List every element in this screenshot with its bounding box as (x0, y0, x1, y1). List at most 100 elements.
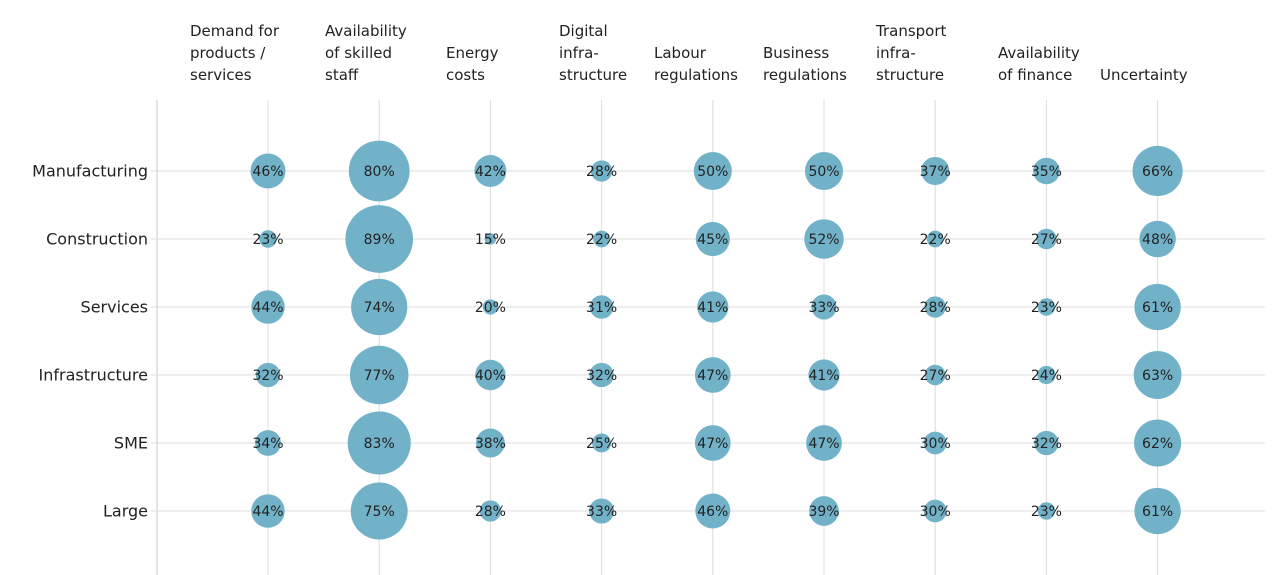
row-label: SME (113, 433, 148, 453)
data-label: 23% (1031, 504, 1062, 520)
data-label: 74% (364, 300, 395, 316)
row-label: Infrastructure (38, 365, 148, 385)
column-label: Availability of skilled staff (325, 22, 407, 84)
bubble (350, 482, 408, 540)
data-label: 20% (475, 300, 506, 316)
row-label: Manufacturing (32, 161, 148, 181)
data-label: 34% (252, 436, 283, 452)
data-label: 33% (808, 300, 839, 316)
bubble (345, 205, 414, 273)
column-label: Digital infra- structure (559, 22, 628, 84)
data-label: 47% (808, 436, 839, 452)
row-label: Construction (46, 229, 148, 249)
bubble (259, 230, 277, 248)
bubble (808, 359, 840, 391)
data-label: 63% (1142, 368, 1173, 384)
data-label: 42% (475, 164, 506, 180)
bubble (349, 345, 409, 405)
data-label: 23% (252, 232, 283, 248)
data-label: 80% (364, 164, 395, 180)
bubble (1037, 502, 1056, 520)
bubble (921, 156, 950, 186)
column-label: Labour regulations (654, 44, 739, 84)
bubble (1134, 283, 1181, 331)
data-label: 22% (920, 232, 951, 248)
bubble (348, 140, 410, 202)
bubble (1139, 220, 1176, 258)
bubble (809, 496, 839, 526)
data-label: 28% (586, 164, 617, 180)
data-label: 45% (697, 232, 728, 248)
data-label: 28% (475, 504, 506, 520)
bubble (924, 296, 946, 318)
bubble (250, 153, 286, 189)
bubble (804, 219, 844, 259)
data-label: 48% (1142, 232, 1173, 248)
data-label: 23% (1031, 300, 1062, 316)
bubble (1034, 430, 1059, 456)
bubble (924, 364, 946, 386)
row-label: Services (80, 297, 148, 317)
data-label: 44% (252, 300, 283, 316)
data-label: 47% (697, 368, 728, 384)
data-label: 15% (475, 232, 506, 248)
bubble (589, 498, 615, 524)
data-label: 61% (1142, 504, 1173, 520)
bubble (351, 278, 408, 336)
data-label: 33% (586, 504, 617, 520)
data-label: 25% (586, 436, 617, 452)
column-label: Uncertainty (1100, 66, 1188, 84)
data-label: 27% (920, 368, 951, 384)
data-label: 52% (808, 232, 839, 248)
column-label: Availability of finance (998, 44, 1080, 84)
bubble (475, 428, 505, 458)
data-label: 46% (252, 164, 283, 180)
bubble (593, 230, 610, 248)
row-label: Large (102, 501, 148, 521)
data-label: 32% (586, 368, 617, 384)
data-label: 89% (364, 232, 395, 248)
bubble (923, 499, 947, 523)
bubble (482, 299, 498, 315)
data-label: 77% (364, 368, 395, 384)
column-label: Demand for products / services (190, 22, 280, 84)
data-label: 83% (364, 436, 395, 452)
data-label: 66% (1142, 164, 1173, 180)
data-label: 22% (586, 232, 617, 248)
bubble (1134, 487, 1181, 535)
bubble (475, 359, 506, 391)
data-label: 27% (1031, 232, 1062, 248)
data-label: 50% (697, 164, 728, 180)
column-label: Business regulations (763, 44, 848, 84)
bubble (695, 221, 730, 257)
data-label: 50% (808, 164, 839, 180)
data-label: 41% (697, 300, 728, 316)
column-label: Energy costs (446, 44, 499, 84)
bubble (255, 430, 281, 456)
data-label: 28% (920, 300, 951, 316)
bubble (1134, 419, 1182, 467)
data-label: 32% (1031, 436, 1062, 452)
bubble (1133, 351, 1182, 399)
data-label: 40% (475, 368, 506, 384)
bubble (926, 230, 944, 248)
bubble (1037, 298, 1056, 316)
bubble (1037, 365, 1056, 385)
bubble (805, 152, 843, 190)
bubble (590, 160, 613, 182)
bubble (484, 233, 497, 245)
data-label: 44% (252, 504, 283, 520)
data-label: 24% (1031, 368, 1062, 384)
bubble (811, 294, 837, 320)
data-label: 62% (1142, 436, 1173, 452)
data-label: 75% (364, 504, 395, 520)
data-label: 30% (920, 504, 951, 520)
bubble (255, 362, 281, 388)
bubble (806, 425, 842, 461)
bubble (347, 411, 411, 475)
data-label: 37% (920, 164, 951, 180)
bubble (479, 500, 502, 522)
bubble (695, 493, 731, 529)
bubble (694, 425, 731, 461)
